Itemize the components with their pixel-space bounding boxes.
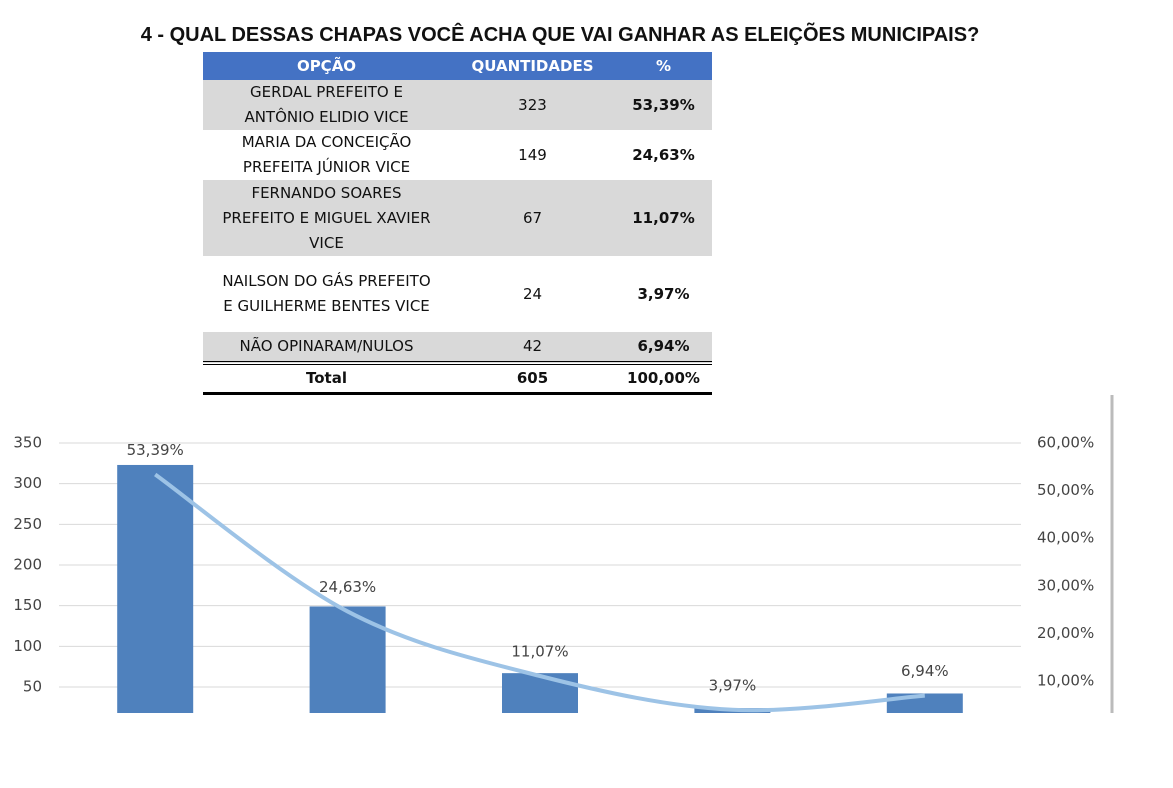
table-cell: 53,39% [615, 80, 712, 130]
table-row: NAILSON DO GÁS PREFEITO E GUILHERME BENT… [203, 256, 712, 332]
data-label: 11,07% [511, 643, 568, 661]
line [154, 472, 925, 713]
table-cell: FERNANDO SOARES PREFEITO E MIGUEL XAVIER… [203, 180, 450, 256]
table-cell: 6,94% [615, 332, 712, 365]
table-cell: MARIA DA CONCEIÇÃO PREFEITA JÚNIOR VICE [241, 133, 412, 176]
y2-tick-label: 30,00% [1037, 576, 1094, 594]
plot [59, 442, 1021, 713]
y-tick-label: 100 [13, 637, 42, 655]
y-tick-label: 300 [13, 474, 42, 492]
y2-tick-label: 40,00% [1037, 529, 1094, 547]
table-row: Total 605 100,00% [203, 363, 712, 395]
bar [117, 464, 194, 713]
bar [502, 673, 578, 713]
header-cell: OPÇÃO [203, 52, 450, 80]
y-tick-label: 150 [13, 596, 42, 614]
table-row: FERNANDO SOARES PREFEITO E MIGUEL XAVIER… [203, 180, 712, 256]
table-cell: Total [203, 363, 450, 395]
table-cell: 42 [450, 332, 615, 365]
y-tick-label: 350 [13, 434, 42, 452]
data-label: 6,94% [901, 662, 949, 680]
data-label: 3,97% [709, 676, 757, 694]
table-cell: 100,00% [615, 363, 712, 395]
table-cell: NAILSON DO GÁS PREFEITO E GUILHERME BENT… [222, 272, 431, 315]
table-cell: 67 [450, 180, 615, 256]
table-cell: 3,97% [637, 284, 690, 303]
table-cell: 149 [518, 145, 547, 164]
y2-tick-label: 50,00% [1037, 481, 1094, 499]
table-cell: 24,63% [632, 145, 695, 164]
y-tick-label: 50 [23, 677, 42, 695]
table-cell: 24 [522, 284, 543, 303]
table-row: MARIA DA CONCEIÇÃO PREFEITA JÚNIOR VICE 1… [203, 130, 712, 180]
y-tick-label: 250 [13, 515, 42, 533]
header-cell: QUANTIDADES [450, 52, 615, 80]
title: 4 - QUAL DESSAS CHAPAS VOCÊ ACHA QUE VAI… [140, 24, 980, 46]
y2-tick-label: 10,00% [1037, 672, 1094, 690]
table-cell: 11,07% [615, 180, 712, 256]
data-label: 24,63% [319, 578, 376, 596]
table-cell: 323 [450, 80, 615, 130]
results-table: OPÇÃO QUANTIDADES % GERDAL PREFEITO E AN… [203, 52, 712, 395]
table-row: GERDAL PREFEITO E ANTÔNIO ELIDIO VICE 323… [203, 80, 712, 130]
y2-tick-label: 20,00% [1037, 624, 1094, 642]
header-row: OPÇÃO QUANTIDADES % [203, 52, 712, 80]
table-row: NÃO OPINARAM/NULOS 42 6,94% [203, 332, 712, 365]
y2-tick-label: 60,00% [1037, 434, 1094, 452]
table-cell: 605 [450, 363, 615, 395]
header-cell: % [615, 52, 712, 80]
data-label: 53,39% [127, 441, 184, 459]
y-tick-label: 200 [13, 555, 42, 573]
table-cell: NÃO OPINARAM/NULOS [203, 332, 450, 365]
table-cell: GERDAL PREFEITO E ANTÔNIO ELIDIO VICE [203, 80, 450, 130]
